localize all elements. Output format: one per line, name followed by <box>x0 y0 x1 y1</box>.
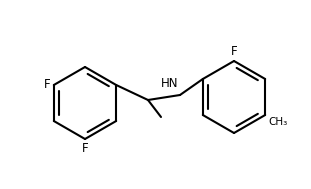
Text: HN: HN <box>160 77 178 90</box>
Text: F: F <box>82 142 88 155</box>
Text: F: F <box>231 45 237 58</box>
Text: CH₃: CH₃ <box>268 117 287 127</box>
Text: F: F <box>44 78 51 91</box>
